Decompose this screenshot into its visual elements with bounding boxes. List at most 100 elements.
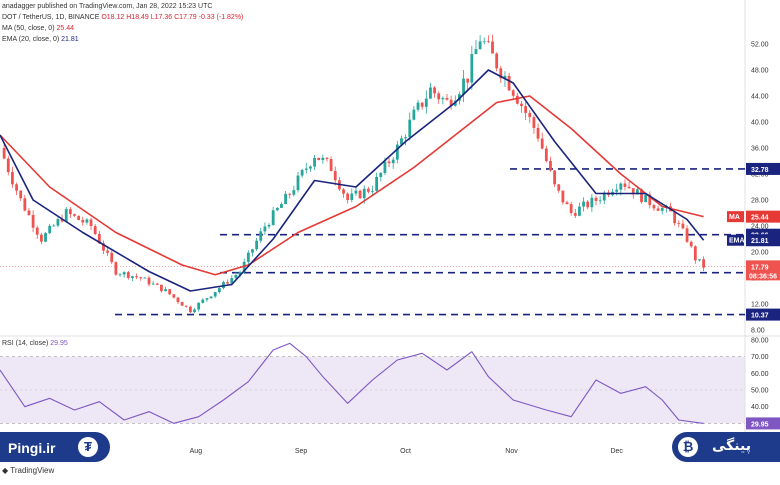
candle-body [77,215,81,220]
candle-body [2,148,6,159]
candle-body [168,289,172,295]
candle-body [693,246,697,261]
price-badge-value: 25.44 [751,215,769,222]
candle-body [536,127,540,139]
rsi-line [0,342,704,424]
candle-body [673,211,677,224]
candle-body [429,87,432,99]
price-badge [746,210,780,223]
candle-body [495,53,499,69]
price-tick-label: 48.00 [751,68,769,75]
candle-body [197,302,201,310]
candle-body [251,249,254,253]
candle-body [15,184,18,191]
candle-body [259,231,263,241]
candle-body [135,276,138,278]
candle-body [383,161,387,173]
candle-body [499,68,503,79]
candle-body [553,170,557,185]
candle-body [635,189,639,195]
tradingview-icon: ◆ [2,466,9,475]
candle-body [561,190,565,203]
candle-body [131,276,134,278]
candle-body [507,75,511,91]
pingi-right-name: پینگی [712,438,751,454]
candle-body [246,252,250,262]
price-tick-label: 20.00 [751,250,769,257]
candle-body [213,292,217,297]
candle-body [515,95,519,104]
candle-body [97,234,101,244]
candle-body [151,283,155,285]
candle-body [155,283,159,285]
time-tick-label: Oct [400,448,411,455]
rsi-value: 29.95 [50,340,68,347]
candle-body [81,219,85,223]
candle-body [524,106,528,113]
price-tick-label: 52.00 [751,42,769,49]
candle-body [164,289,167,292]
rsi-tick-label: 40.00 [751,404,769,411]
ema-indicator: EMA (20, close, 0) 21.81 [2,36,79,43]
candle-body [172,294,176,298]
candle-body [602,192,606,201]
level-badge-label: 32.78 [751,167,769,174]
time-tick-label: Sep [295,448,308,455]
candle-body [681,223,685,229]
price-badge-tag [727,211,744,223]
price-tick-label: 8.00 [751,328,765,335]
candle-body [230,278,234,284]
candle-body [354,190,358,194]
candle-body [184,305,188,307]
price-badge-value: 21.81 [751,238,769,245]
candle-body [350,193,354,201]
candle-body [648,194,652,206]
candle-body [400,138,403,145]
level-badge-label: 10.37 [751,313,769,320]
candle-body [656,208,660,211]
price-tick-label: 28.00 [751,198,769,205]
candle-body [56,219,60,226]
candle-body [44,233,47,242]
candle-body [375,176,379,191]
symbol-name: DOT / TetherUS, 1D, BINANCE [2,14,100,21]
candle-body [482,41,486,43]
candle-body [594,197,598,201]
candle-body [342,189,345,194]
candle-body [685,228,689,242]
tradingview-logo: ◆ TradingView [2,466,54,475]
price-tick-label: 24.00 [751,224,769,231]
price-badge-tag-label: EMA [729,238,745,245]
candle-body [52,225,56,227]
candle-body [271,210,275,225]
pingi-left-banner: Pingi.ir ₮ [0,432,110,462]
candle-body [371,190,374,192]
candle-body [677,223,681,224]
candle-body [193,309,196,313]
ema-value: 21.81 [61,36,79,43]
candle-body [433,87,436,94]
candle-body [346,193,350,201]
candle-body [263,226,267,232]
candle-body [449,99,453,106]
candle-body [209,296,213,299]
candle-body [275,207,279,211]
candle-body [573,213,577,216]
candle-body [176,297,180,303]
candle-body [631,188,635,195]
candle-body [549,161,552,171]
candle-body [89,219,93,227]
candle-body [578,206,581,216]
candle-body [391,159,395,164]
rsi-tick-label: 50.00 [751,388,769,395]
ohlc-values: O18.12 H18.49 L17.36 C17.79 -0.33 (-1.82… [101,14,244,21]
candle-body [590,197,594,208]
candle-body [35,227,39,235]
price-badge-value: 17.79 [751,264,769,271]
level-badge [746,308,780,321]
candle-body [520,103,523,107]
rsi-label: RSI (14, close) [2,340,49,347]
candle-body [102,243,105,251]
candle-body [143,277,147,279]
